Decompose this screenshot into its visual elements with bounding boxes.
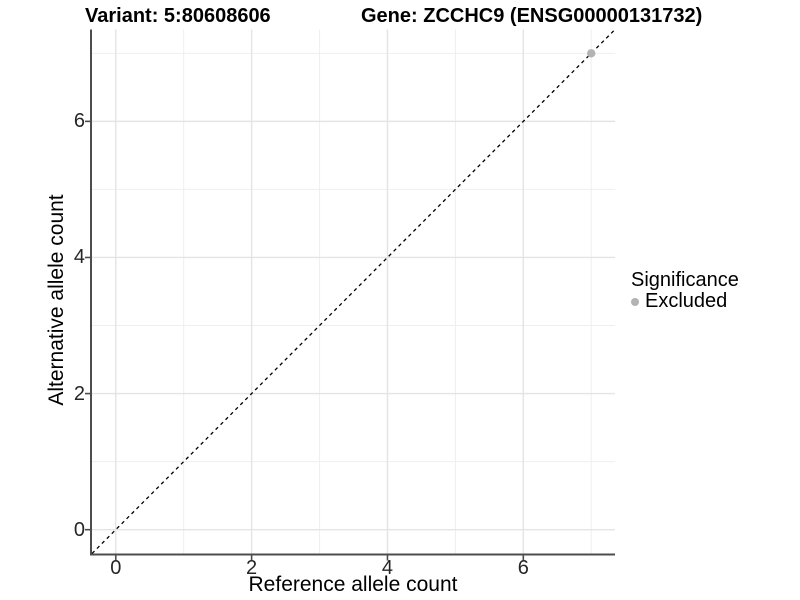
plot-title-gene: Gene: ZCCHC9 (ENSG00000131732) [361,5,703,27]
x-tick-label: 0 [110,557,122,579]
x-tick-label: 2 [246,557,258,579]
y-tick-label: 2 [73,382,85,405]
x-tick-label: 6 [517,557,529,579]
y-tick-label: 4 [73,246,85,269]
x-tick-label: 4 [381,557,394,579]
identity-dashed-line [91,29,616,554]
y-axis-title: Alternative allele count [45,194,68,406]
legend-item: Excluded [631,291,739,312]
excluded-dot-icon [631,297,639,306]
legend: Significance Excluded [631,270,739,312]
data-point-excluded [587,49,596,58]
x-axis-title: Reference allele count [248,573,458,596]
legend-title: Significance [631,269,739,291]
plot-title-variant: Variant: 5:80608606 [85,5,271,27]
y-tick-label: 0 [73,518,85,541]
legend-item-label: Excluded [645,290,728,312]
y-tick-label: 6 [73,110,85,133]
